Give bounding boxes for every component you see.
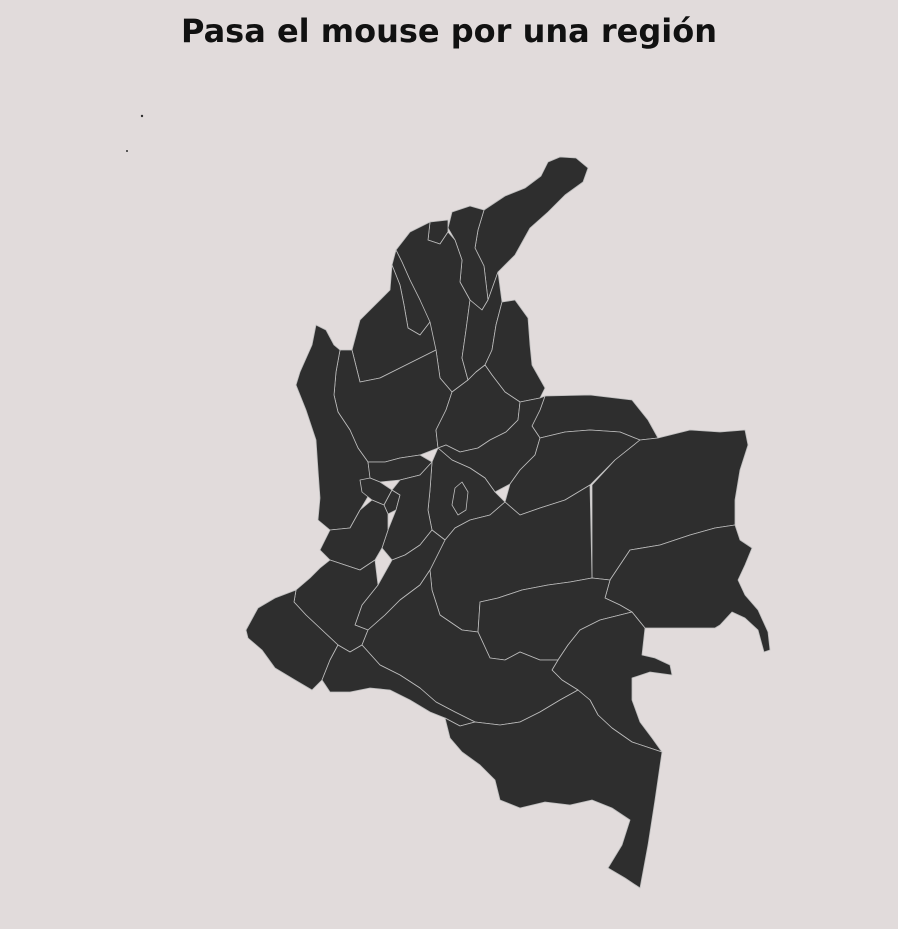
region-guainia[interactable]: [604, 524, 771, 653]
island-providencia[interactable]: [126, 150, 128, 152]
region-putumayo[interactable]: [321, 644, 476, 727]
page-title: Pasa el mouse por una región: [180, 12, 717, 50]
region-bogota[interactable]: [451, 481, 469, 516]
region-la-guajira[interactable]: [474, 156, 589, 301]
region-amazonas[interactable]: [444, 689, 663, 889]
island-san-andres[interactable]: [140, 114, 144, 118]
